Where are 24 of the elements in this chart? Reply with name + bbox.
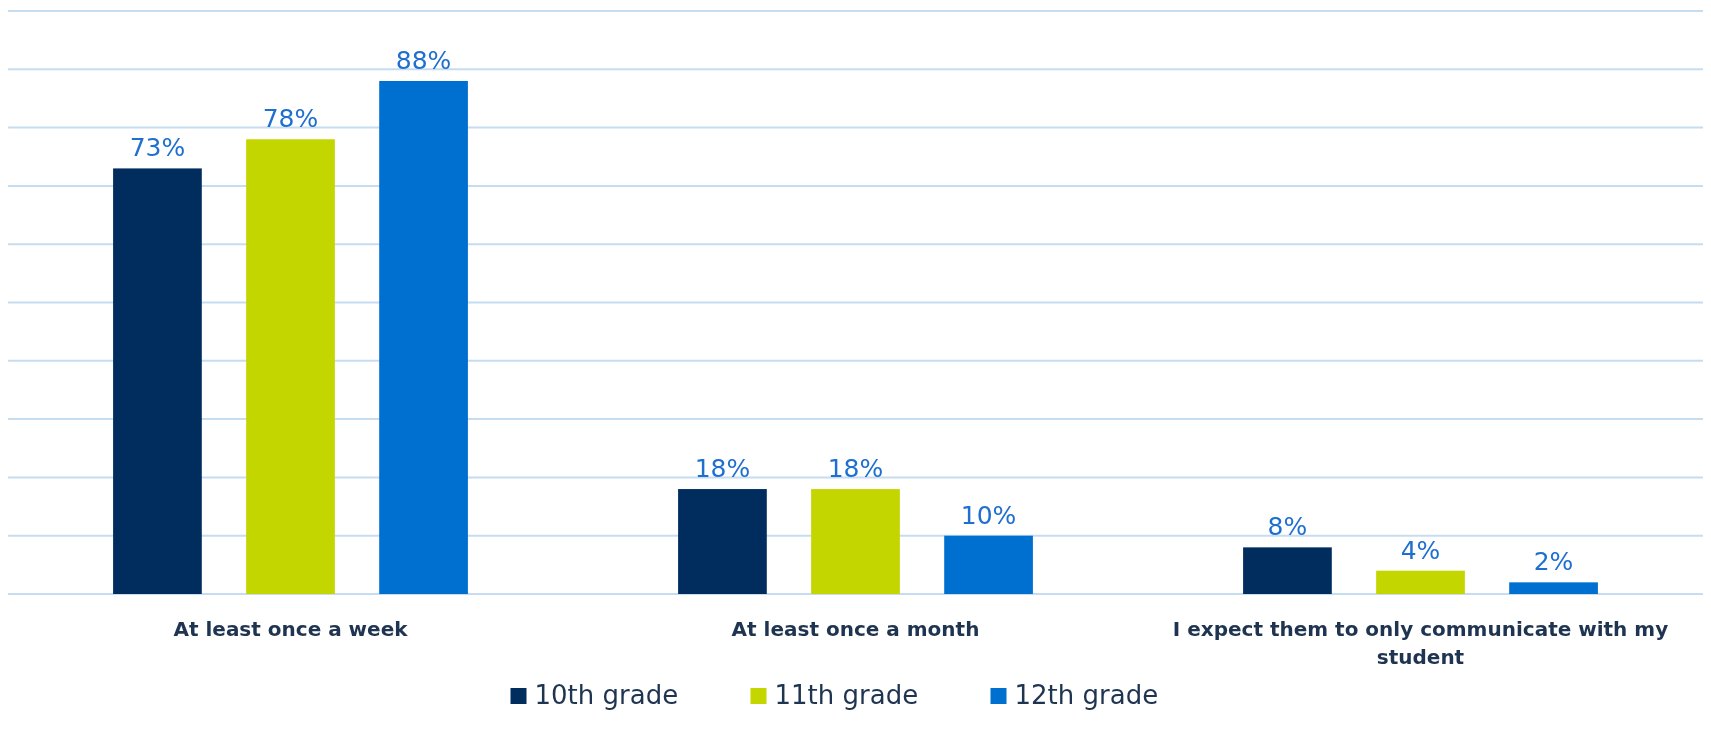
bar bbox=[379, 80, 468, 594]
data-label: 10% bbox=[960, 500, 1017, 530]
x-tick-label: At least once a week bbox=[173, 617, 409, 641]
data-label: 18% bbox=[694, 454, 751, 484]
x-tick-label: At least once a month bbox=[731, 617, 980, 641]
bar bbox=[811, 489, 900, 594]
bar bbox=[1243, 547, 1332, 594]
x-tick-label: I expect them to only communicate with my student bbox=[1172, 617, 1669, 669]
legend-label: 11th grade bbox=[774, 680, 919, 710]
data-label: 2% bbox=[1533, 547, 1574, 577]
bar bbox=[1509, 582, 1598, 594]
data-label: 78% bbox=[262, 104, 319, 134]
legend-label: 10th grade bbox=[534, 680, 679, 710]
bar bbox=[246, 139, 335, 594]
bar bbox=[944, 535, 1033, 594]
bar bbox=[1376, 570, 1465, 594]
data-label: 18% bbox=[827, 454, 884, 484]
legend-label: 12th grade bbox=[1014, 680, 1159, 710]
data-label: 73% bbox=[129, 133, 186, 163]
bar bbox=[113, 168, 202, 594]
data-label: 88% bbox=[395, 45, 452, 75]
data-label: 4% bbox=[1400, 535, 1441, 565]
bar bbox=[678, 489, 767, 594]
data-label: 8% bbox=[1267, 512, 1308, 542]
